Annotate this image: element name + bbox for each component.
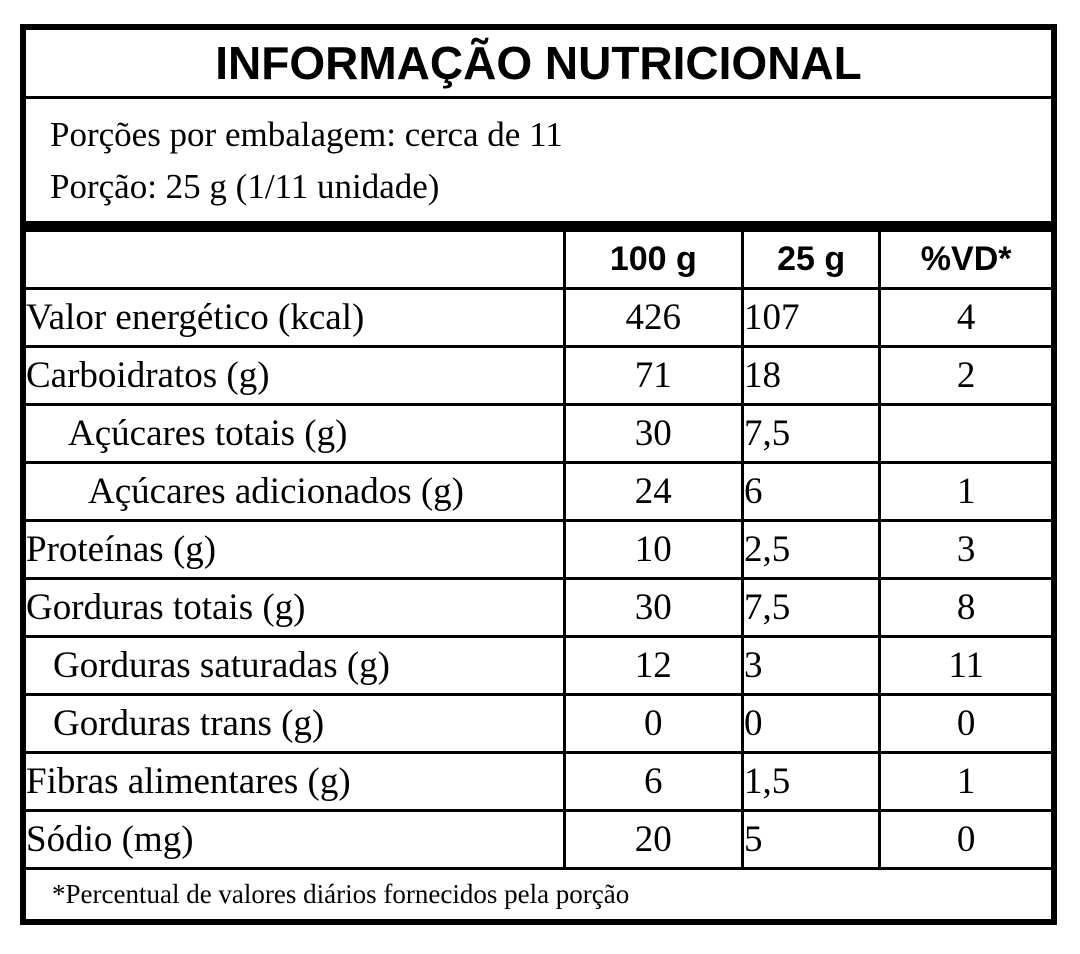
header-100g: 100 g [562, 232, 744, 290]
value-vd: 2 [878, 345, 1051, 406]
value-25g: 107 [740, 287, 882, 348]
value-100g: 0 [562, 693, 744, 754]
value-100g: 12 [562, 635, 744, 696]
table-row: Açúcares totais (g) 30 7,5 [26, 403, 1051, 464]
value-vd: 1 [878, 751, 1051, 812]
nutrient-label: Açúcares totais (g) [26, 403, 566, 464]
serving-info-section: Porções por embalagem: cerca de 11 Porçã… [26, 99, 1051, 221]
nutrient-label: Gorduras totais (g) [26, 577, 566, 638]
table-header-row: 100 g 25 g %VD* [26, 232, 1051, 290]
value-25g: 2,5 [740, 519, 882, 580]
value-100g: 20 [562, 809, 744, 870]
table-row: Gorduras saturadas (g) 12 3 11 [26, 635, 1051, 696]
serving-size: Porção: 25 g (1/11 unidade) [50, 167, 440, 206]
value-25g: 6 [740, 461, 882, 522]
nutrient-label: Gorduras trans (g) [26, 693, 566, 754]
table-row: Açúcares adicionados (g) 24 6 1 [26, 461, 1051, 522]
footnote-row: *Percentual de valores diários fornecido… [26, 867, 1051, 919]
table-row: Proteínas (g) 10 2,5 3 [26, 519, 1051, 580]
value-100g: 10 [562, 519, 744, 580]
nutrient-label: Valor energético (kcal) [26, 287, 566, 348]
value-25g: 0 [740, 693, 882, 754]
value-100g: 30 [562, 577, 744, 638]
nutrient-label: Sódio (mg) [26, 809, 566, 870]
value-vd: 3 [878, 519, 1051, 580]
table-row: Sódio (mg) 20 5 0 [26, 809, 1051, 870]
value-vd: 0 [878, 809, 1051, 870]
nutrient-label: Fibras alimentares (g) [26, 751, 566, 812]
label-title: INFORMAÇÃO NUTRICIONAL [26, 30, 1051, 99]
value-vd: 4 [878, 287, 1051, 348]
value-vd: 1 [878, 461, 1051, 522]
value-25g: 7,5 [740, 577, 882, 638]
value-25g: 5 [740, 809, 882, 870]
value-25g: 7,5 [740, 403, 882, 464]
value-25g: 18 [740, 345, 882, 406]
nutrient-label: Gorduras saturadas (g) [26, 635, 566, 696]
table-row: Valor energético (kcal) 426 107 4 [26, 287, 1051, 348]
footnote-text: *Percentual de valores diários fornecido… [26, 867, 1051, 919]
nutrient-label: Açúcares adicionados (g) [26, 461, 566, 522]
table-row: Carboidratos (g) 71 18 2 [26, 345, 1051, 406]
value-vd [878, 403, 1051, 464]
table-row: Fibras alimentares (g) 6 1,5 1 [26, 751, 1051, 812]
value-100g: 71 [562, 345, 744, 406]
header-25g: 25 g [740, 232, 882, 290]
nutrients-table: 100 g 25 g %VD* Valor energético (kcal) … [26, 232, 1051, 919]
header-nutrient-blank [26, 232, 566, 290]
value-vd: 0 [878, 693, 1051, 754]
section-divider-bar [26, 221, 1051, 232]
value-vd: 11 [878, 635, 1051, 696]
header-vd: %VD* [878, 232, 1051, 290]
value-25g: 3 [740, 635, 882, 696]
table-row: Gorduras trans (g) 0 0 0 [26, 693, 1051, 754]
value-vd: 8 [878, 577, 1051, 638]
value-100g: 6 [562, 751, 744, 812]
value-100g: 30 [562, 403, 744, 464]
servings-per-package: Porções por embalagem: cerca de 11 [50, 115, 563, 154]
nutrient-label: Carboidratos (g) [26, 345, 566, 406]
value-100g: 426 [562, 287, 744, 348]
value-25g: 1,5 [740, 751, 882, 812]
value-100g: 24 [562, 461, 744, 522]
nutrition-label: INFORMAÇÃO NUTRICIONAL Porções por embal… [20, 24, 1057, 925]
nutrient-label: Proteínas (g) [26, 519, 566, 580]
table-row: Gorduras totais (g) 30 7,5 8 [26, 577, 1051, 638]
